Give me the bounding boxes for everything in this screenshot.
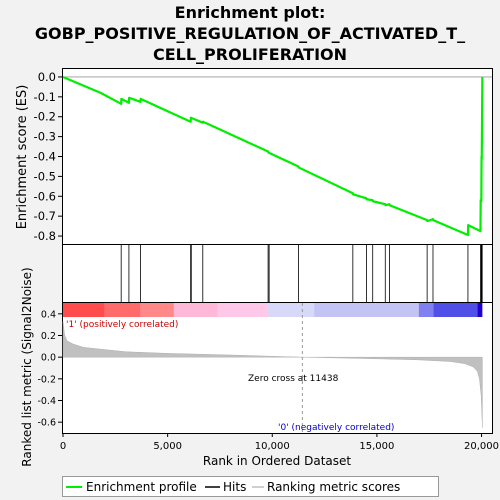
color-bar-segment: [104, 303, 141, 317]
metric-panel-frame: [62, 302, 493, 434]
negative-correlation-label: '0' (negatively correlated): [278, 423, 394, 433]
title-line-1: Enrichment plot:: [174, 3, 326, 22]
es-axis-label: Enrichment score (ES): [15, 85, 30, 230]
legend-box: [62, 476, 439, 497]
es-tick-label: -0.2: [34, 110, 56, 124]
metric-tick-label: -0.6: [37, 418, 56, 429]
metric-axis-ticks: 0.4 0.2 0.0 -0.2 -0.4 -0.6: [37, 309, 62, 429]
metric-tick-label: 0.2: [41, 331, 56, 342]
x-axis-ticks: 0 5,000 10,000 15,000 20,000: [60, 433, 499, 452]
hits-panel-frame: [62, 244, 493, 303]
es-tick-label: -0.5: [34, 169, 56, 183]
color-bar-segment: [418, 303, 434, 317]
color-bar-segment: [477, 303, 483, 317]
legend-profile-label: Enrichment profile: [86, 480, 197, 494]
es-tick-label: -0.4: [34, 150, 56, 164]
x-tick-label: 15,000: [359, 441, 394, 452]
color-bar-segment: [433, 303, 478, 317]
x-tick-label: 10,000: [255, 441, 290, 452]
color-bar-segment: [140, 303, 174, 317]
color-bar-segment: [63, 303, 105, 317]
x-tick-label: 0: [60, 441, 66, 452]
legend-hits-label: Hits: [223, 480, 246, 494]
x-tick-label: 5,000: [153, 441, 182, 452]
color-bar-segment: [314, 303, 419, 317]
title-line-2: GOBP_POSITIVE_REGULATION_OF_ACTIVATED_T_: [34, 24, 466, 43]
zero-cross-label: Zero cross at 11438: [248, 374, 339, 384]
ranking-metric-fill: [62, 321, 483, 428]
color-bar-segment: [217, 303, 269, 317]
x-axis-label: Rank in Ordered Dataset: [203, 454, 351, 468]
color-bar-segment: [268, 303, 315, 317]
es-tick-label: -0.8: [34, 229, 56, 243]
legend-metric-label: Ranking metric scores: [267, 480, 400, 494]
es-tick-label: 0.0: [38, 70, 56, 84]
metric-tick-label: 0.4: [41, 309, 56, 320]
x-tick-label: 20,000: [464, 441, 499, 452]
hits-group: [120, 245, 483, 302]
metric-tick-label: 0.0: [41, 353, 56, 364]
enrichment-profile-line: [62, 75, 484, 237]
title-line-3: CELL_PROLIFERATION: [152, 45, 348, 64]
es-tick-label: -0.6: [34, 189, 56, 203]
es-axis-ticks: 0.0 -0.1 -0.2 -0.3 -0.4 -0.5 -0.6 -0.7 -0.8: [34, 70, 62, 243]
metric-tick-label: -0.2: [37, 374, 56, 385]
positive-correlation-label: '1' (positively correlated): [66, 320, 178, 330]
ranking-metric-area: [62, 321, 483, 428]
metric-tick-label: -0.4: [37, 396, 56, 407]
es-tick-label: -0.1: [34, 90, 56, 104]
metric-axis-label: Ranked list metric (Signal2Noise): [20, 267, 34, 466]
enrichment-profile-series: [62, 75, 484, 237]
color-bar-segment: [173, 303, 218, 317]
ranked-list-color-bar: [63, 303, 483, 317]
es-tick-label: -0.7: [34, 209, 56, 223]
es-tick-label: -0.3: [34, 130, 56, 144]
